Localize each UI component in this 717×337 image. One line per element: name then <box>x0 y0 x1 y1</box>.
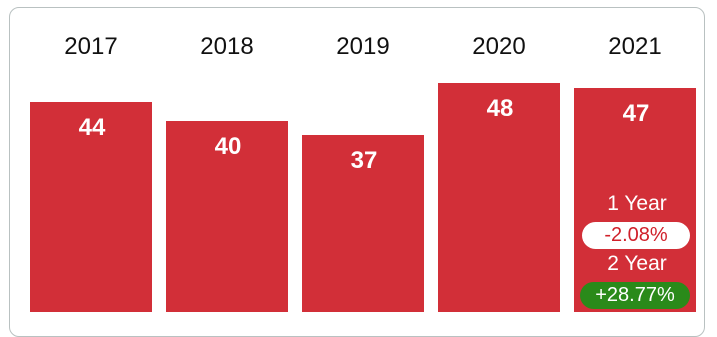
year-label-2021: 2021 <box>608 33 662 60</box>
change-1-year-label: 1 Year <box>607 192 667 215</box>
value-label-2021: 47 <box>622 100 650 127</box>
bar-2018 <box>166 121 288 312</box>
change-1-year-value: -2.08% <box>582 222 690 249</box>
bar-2017 <box>30 102 152 312</box>
year-label-2017: 2017 <box>64 33 118 60</box>
change-2-year-value: +28.77% <box>580 282 690 309</box>
bar-2019 <box>302 135 424 312</box>
year-label-2019: 2019 <box>336 33 390 60</box>
value-label-2018: 40 <box>214 133 242 160</box>
bar-2020 <box>438 83 560 312</box>
value-label-2020: 48 <box>486 95 514 122</box>
bar-2021 <box>574 88 696 312</box>
year-label-2020: 2020 <box>472 33 526 60</box>
value-label-2019: 37 <box>350 147 378 174</box>
value-label-2017: 44 <box>78 114 106 141</box>
year-label-2018: 2018 <box>200 33 254 60</box>
change-2-year-label: 2 Year <box>607 252 667 275</box>
